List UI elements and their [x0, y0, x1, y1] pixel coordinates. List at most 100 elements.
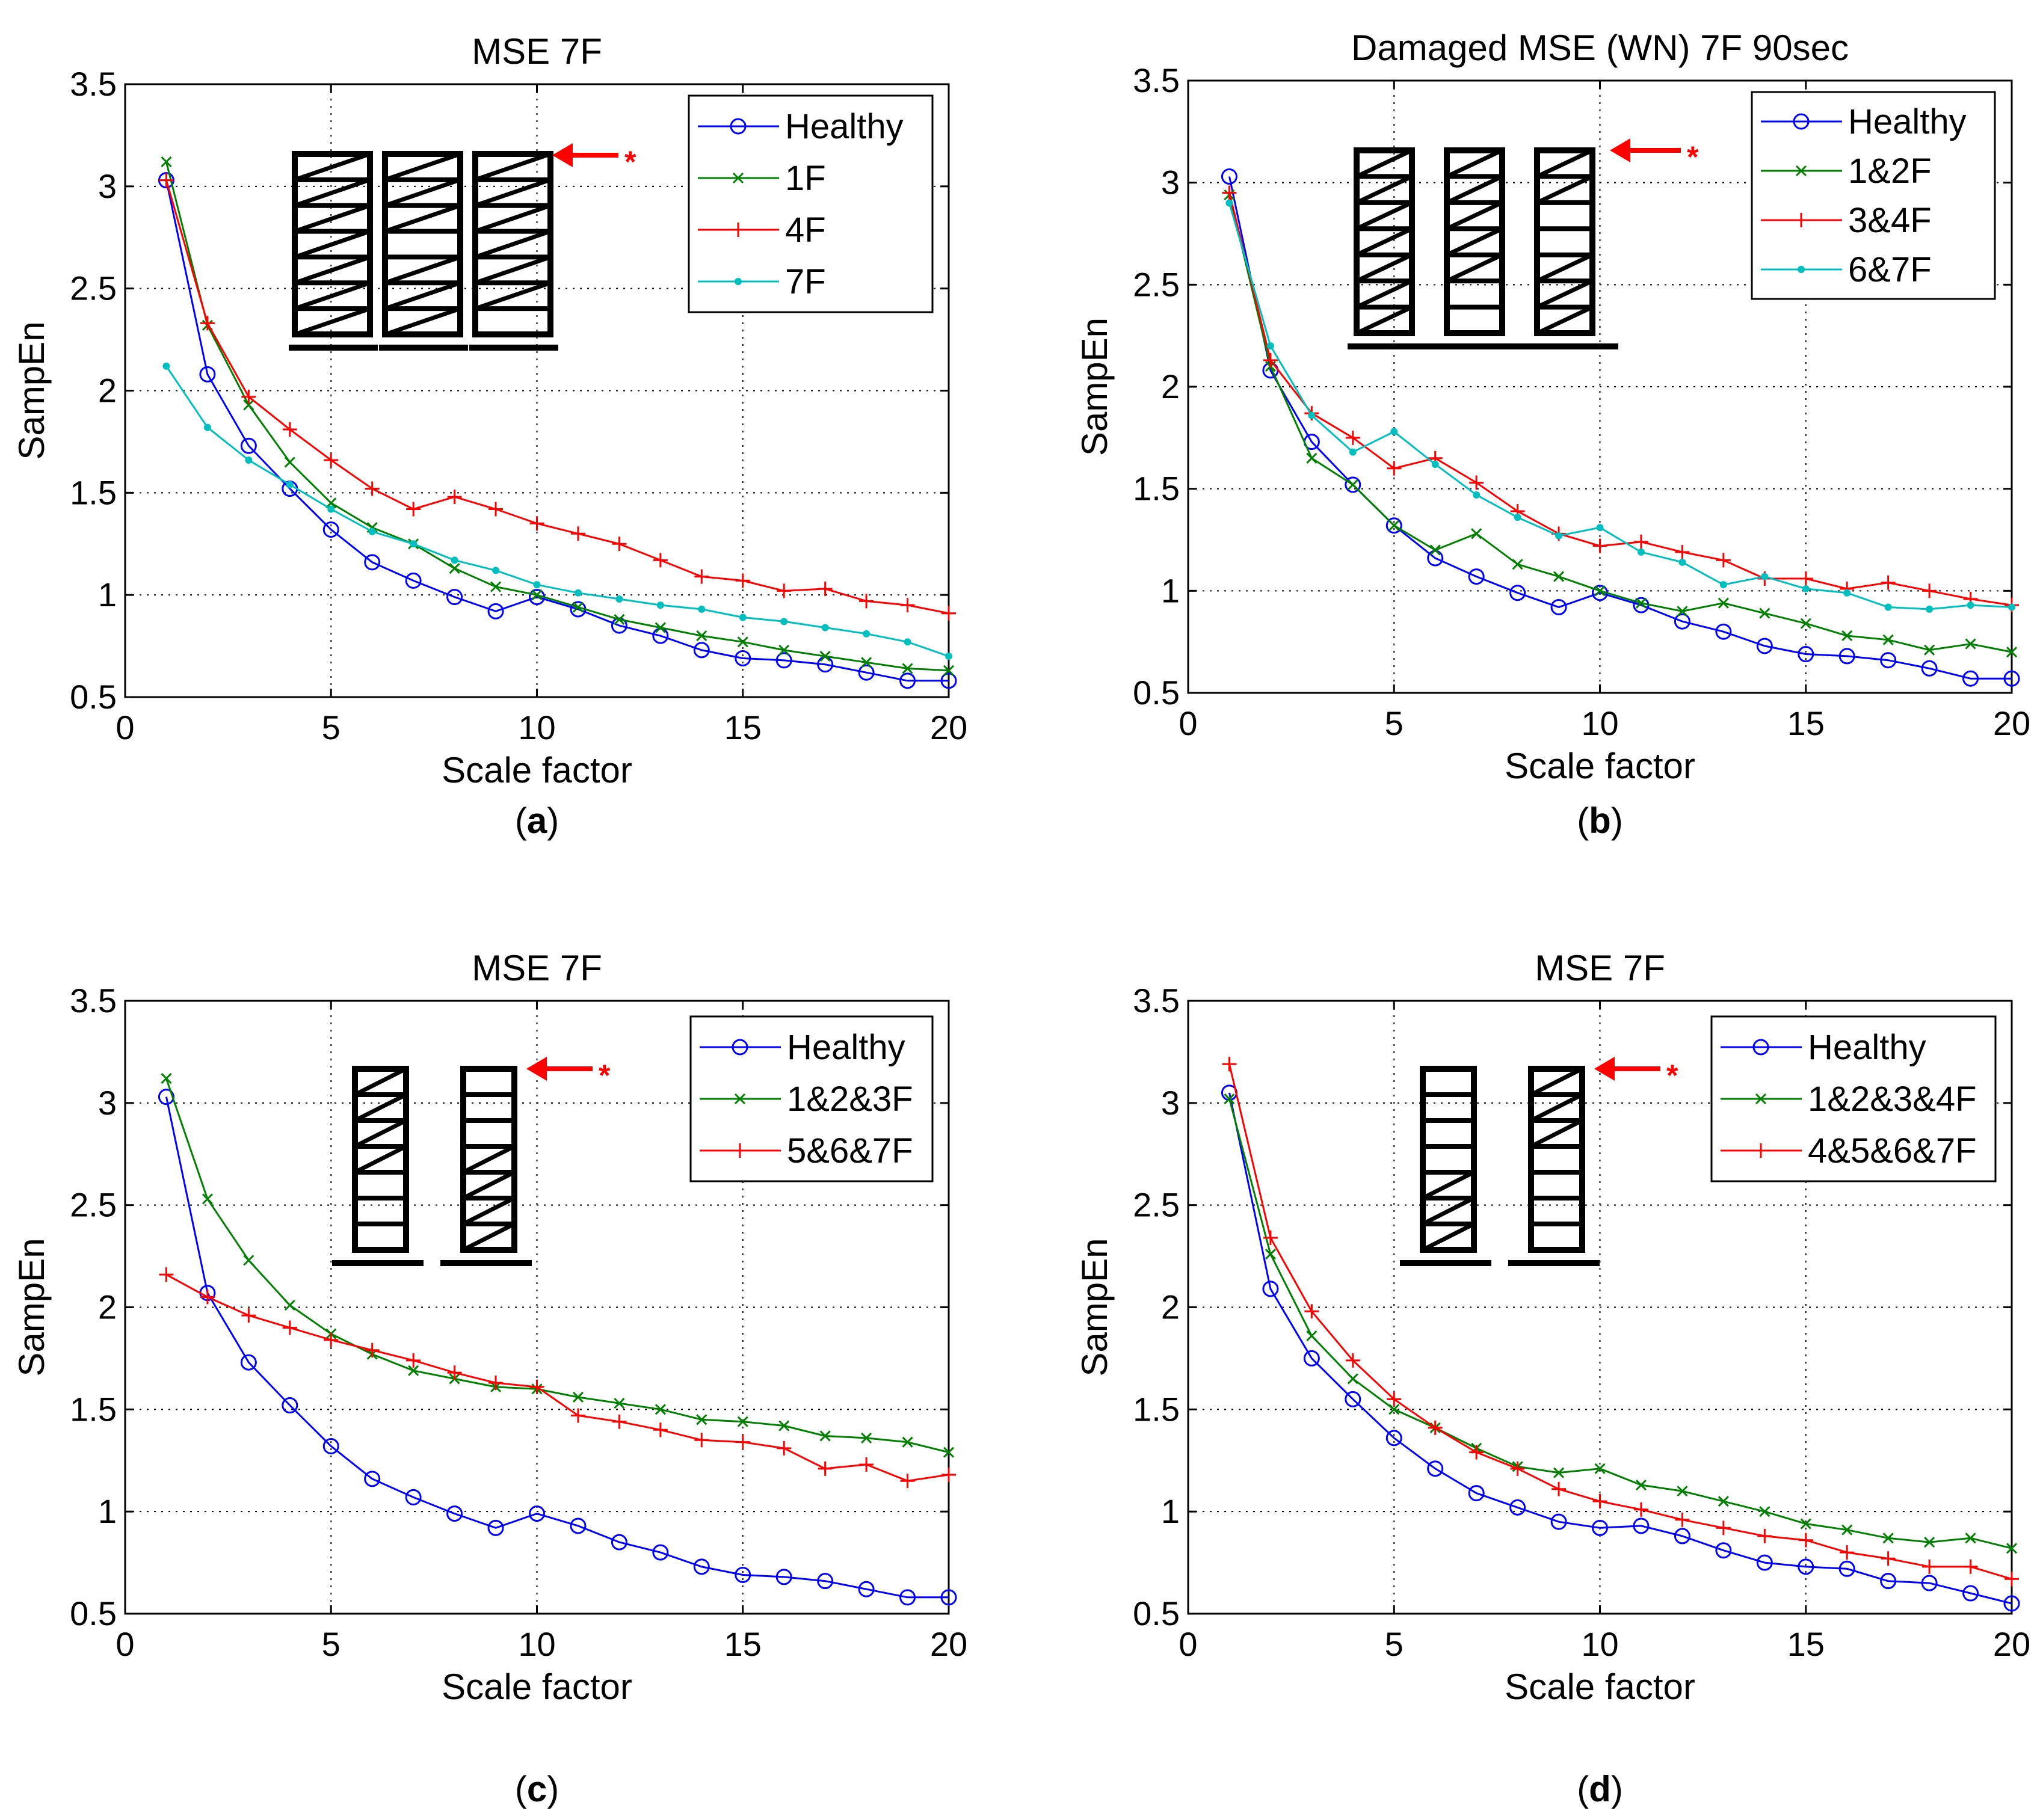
data-point — [1388, 1404, 1400, 1415]
data-point — [732, 172, 744, 184]
legend-label: Healthy — [787, 1028, 905, 1067]
legend-box — [1751, 91, 1996, 300]
x-tick-label: 20 — [930, 1625, 967, 1663]
legend: Healthy 1&2F 3&4F 6&7F — [1751, 91, 1996, 300]
data-point — [1882, 1533, 1894, 1544]
frame-brace — [1536, 148, 1594, 179]
data-point — [1926, 605, 1934, 613]
data-point — [1754, 1143, 1768, 1158]
x-tick-label: 0 — [1179, 704, 1197, 742]
series-Healthy — [158, 172, 957, 689]
data-point — [162, 362, 170, 370]
data-point — [1468, 568, 1485, 585]
frame-2 — [1438, 147, 1528, 349]
data-point — [1431, 460, 1439, 468]
data-point — [1882, 634, 1894, 645]
chart-title: MSE 7F — [472, 31, 602, 72]
data-point — [943, 665, 955, 676]
data-point — [161, 156, 172, 168]
data-point — [1509, 1499, 1526, 1516]
data-point — [572, 601, 584, 613]
data-point — [1306, 452, 1317, 464]
chart-panel-b: 0 5 10 15 20 0.5 1 1.5 2 2.5 3 3.5 Damaged MSE (WN) … — [1074, 28, 2030, 841]
series-1-2F — [1224, 189, 2018, 658]
data-point — [1592, 1494, 1607, 1509]
frame-brace — [384, 152, 461, 182]
data-point — [1798, 571, 1813, 586]
data-point — [777, 583, 792, 598]
data-point — [1592, 1519, 1608, 1536]
data-point — [940, 672, 957, 689]
data-point — [1345, 476, 1361, 493]
data-point — [364, 1471, 381, 1487]
data-point — [1718, 1496, 1729, 1507]
data-point — [614, 1398, 625, 1409]
data-point — [1963, 1559, 1978, 1574]
frame-outline — [292, 151, 373, 337]
y-tick-label: 2.5 — [70, 269, 117, 307]
data-point — [572, 1391, 584, 1403]
data-point — [1716, 1520, 1731, 1536]
data-point — [1468, 1485, 1485, 1502]
chart-panel-c: 0 5 10 15 20 0.5 1 1.5 2 2.5 3 3.5 MSE 7F Scale facto… — [11, 948, 967, 1809]
chart-panel-a: 0 5 10 15 20 0.5 1 1.5 2 2.5 3 3.5 MSE 7F Scale facto… — [11, 31, 967, 841]
frame-brace — [1355, 200, 1413, 231]
data-point — [1675, 544, 1690, 559]
data-point — [159, 173, 174, 188]
data-point — [1838, 648, 1855, 665]
legend-label: 4F — [785, 211, 826, 250]
data-point — [1385, 517, 1402, 534]
data-point — [1838, 1560, 1855, 1577]
data-point — [858, 1581, 875, 1597]
series-line — [165, 1078, 949, 1454]
data-point — [899, 672, 916, 689]
frame-brace — [1536, 253, 1594, 283]
frame-brace — [1530, 1066, 1583, 1097]
data-point — [202, 1193, 213, 1205]
frame-2 — [1508, 1066, 1600, 1266]
y-tick-label: 3.5 — [1133, 61, 1180, 99]
series-line — [165, 365, 949, 657]
data-point — [1756, 1554, 1773, 1571]
data-point — [1718, 597, 1729, 609]
data-point — [653, 553, 668, 568]
data-point — [694, 569, 709, 584]
damage-indicator: * — [526, 1057, 611, 1092]
data-point — [1262, 1280, 1279, 1297]
y-tick-label: 2 — [98, 372, 117, 410]
data-point — [778, 1420, 790, 1431]
y-tick-label: 0.5 — [70, 1594, 117, 1632]
y-tick-label: 3 — [1161, 164, 1180, 201]
x-tick-label: 10 — [1581, 1625, 1618, 1663]
frame-outline — [1444, 147, 1505, 336]
data-point — [529, 1379, 544, 1394]
data-point — [1757, 1528, 1772, 1543]
frame-brace — [1536, 278, 1594, 309]
data-point — [615, 595, 623, 603]
x-tick-label: 5 — [1385, 704, 1404, 742]
data-point — [245, 456, 253, 464]
data-point — [203, 423, 211, 431]
panel-caption: (c) — [515, 1769, 559, 1809]
y-tick-label: 2.5 — [1133, 1186, 1180, 1224]
data-point — [1798, 646, 1814, 663]
legend-label: Healthy — [1848, 102, 1967, 141]
data-point — [696, 1414, 707, 1425]
data-point — [1224, 1093, 1235, 1105]
data-point — [1922, 583, 1937, 598]
data-point — [1719, 581, 1727, 589]
frame-3 — [1528, 147, 1618, 349]
data-point — [2006, 647, 2018, 658]
legend-label: Healthy — [785, 107, 904, 146]
data-point — [1553, 1467, 1565, 1478]
data-point — [1550, 1513, 1567, 1530]
data-point — [1841, 630, 1853, 642]
data-point — [732, 1039, 748, 1056]
series-6-7F — [1225, 199, 2015, 613]
frame-brace — [462, 1170, 516, 1201]
x-tick-label: 0 — [116, 1625, 134, 1663]
data-point — [1921, 1575, 1938, 1591]
data-point — [861, 657, 872, 668]
series-Healthy — [1221, 1084, 2020, 1612]
y-tick-label: 2 — [98, 1288, 117, 1326]
